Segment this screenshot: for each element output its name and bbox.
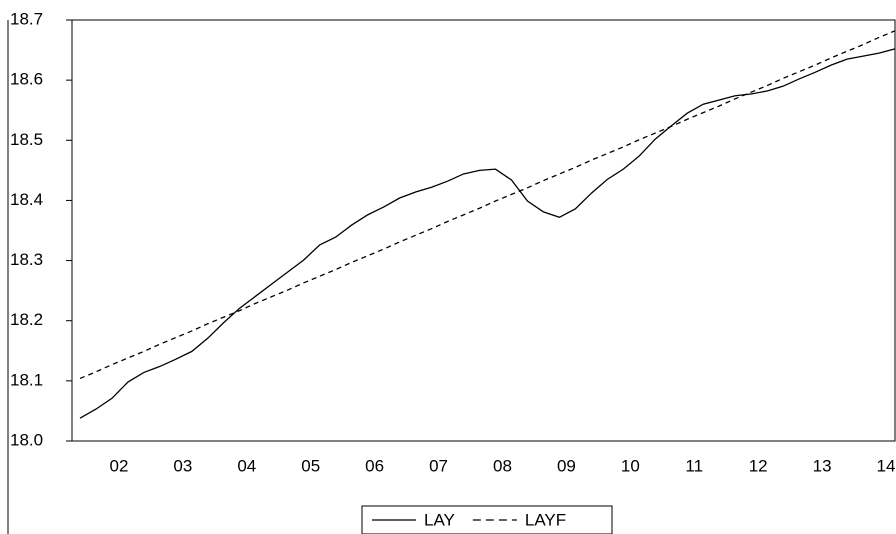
y-tick-label: 18.0 (10, 430, 43, 449)
series-line (79, 48, 896, 419)
y-tick-label: 18.5 (10, 130, 43, 149)
legend-label: LAYF (525, 510, 566, 529)
y-tick-label: 18.7 (10, 9, 43, 28)
y-tick-label: 18.1 (10, 370, 43, 389)
x-tick-label: 08 (493, 456, 512, 475)
plot-frame (71, 19, 896, 442)
y-tick-label: 18.3 (10, 250, 43, 269)
legend-label: LAY (424, 510, 455, 529)
series-line (79, 30, 896, 380)
x-tick-label: 12 (749, 456, 768, 475)
x-tick-label: 06 (365, 456, 384, 475)
y-tick-label: 18.4 (10, 190, 43, 209)
x-tick-label: 07 (429, 456, 448, 475)
y-tick-label: 18.2 (10, 310, 43, 329)
x-tick-label: 09 (557, 456, 576, 475)
y-tick-label: 18.6 (10, 70, 43, 89)
x-tick-label: 03 (173, 456, 192, 475)
x-tick-label: 02 (109, 456, 128, 475)
x-tick-label: 13 (813, 456, 832, 475)
x-tick-label: 10 (621, 456, 640, 475)
legend: LAY LAYF (361, 505, 613, 534)
x-tick-label: 14 (877, 456, 896, 475)
x-tick-label: 11 (685, 456, 703, 475)
x-tick-label: 04 (237, 456, 256, 475)
legend-box (361, 505, 613, 534)
x-tick-label: 05 (301, 456, 320, 475)
